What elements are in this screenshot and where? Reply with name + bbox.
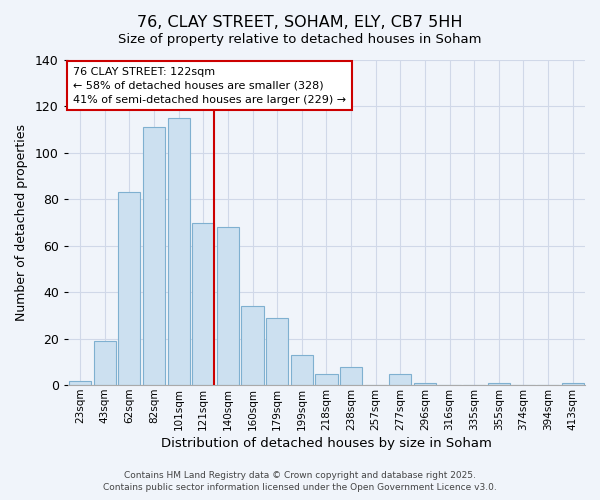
Bar xyxy=(241,306,263,385)
Y-axis label: Number of detached properties: Number of detached properties xyxy=(15,124,28,321)
Bar xyxy=(143,128,165,385)
Bar xyxy=(316,374,338,385)
Bar xyxy=(69,380,91,385)
Bar xyxy=(488,383,510,385)
Text: 76, CLAY STREET, SOHAM, ELY, CB7 5HH: 76, CLAY STREET, SOHAM, ELY, CB7 5HH xyxy=(137,15,463,30)
Bar xyxy=(167,118,190,385)
Bar xyxy=(94,341,116,385)
Bar xyxy=(118,192,140,385)
Bar xyxy=(414,383,436,385)
Bar xyxy=(562,383,584,385)
Text: Size of property relative to detached houses in Soham: Size of property relative to detached ho… xyxy=(118,32,482,46)
Bar xyxy=(291,355,313,385)
Text: 76 CLAY STREET: 122sqm
← 58% of detached houses are smaller (328)
41% of semi-de: 76 CLAY STREET: 122sqm ← 58% of detached… xyxy=(73,66,346,104)
Bar xyxy=(389,374,412,385)
Bar xyxy=(192,222,214,385)
Bar xyxy=(217,227,239,385)
Text: Contains HM Land Registry data © Crown copyright and database right 2025.
Contai: Contains HM Land Registry data © Crown c… xyxy=(103,471,497,492)
Bar xyxy=(340,366,362,385)
X-axis label: Distribution of detached houses by size in Soham: Distribution of detached houses by size … xyxy=(161,437,492,450)
Bar xyxy=(266,318,288,385)
